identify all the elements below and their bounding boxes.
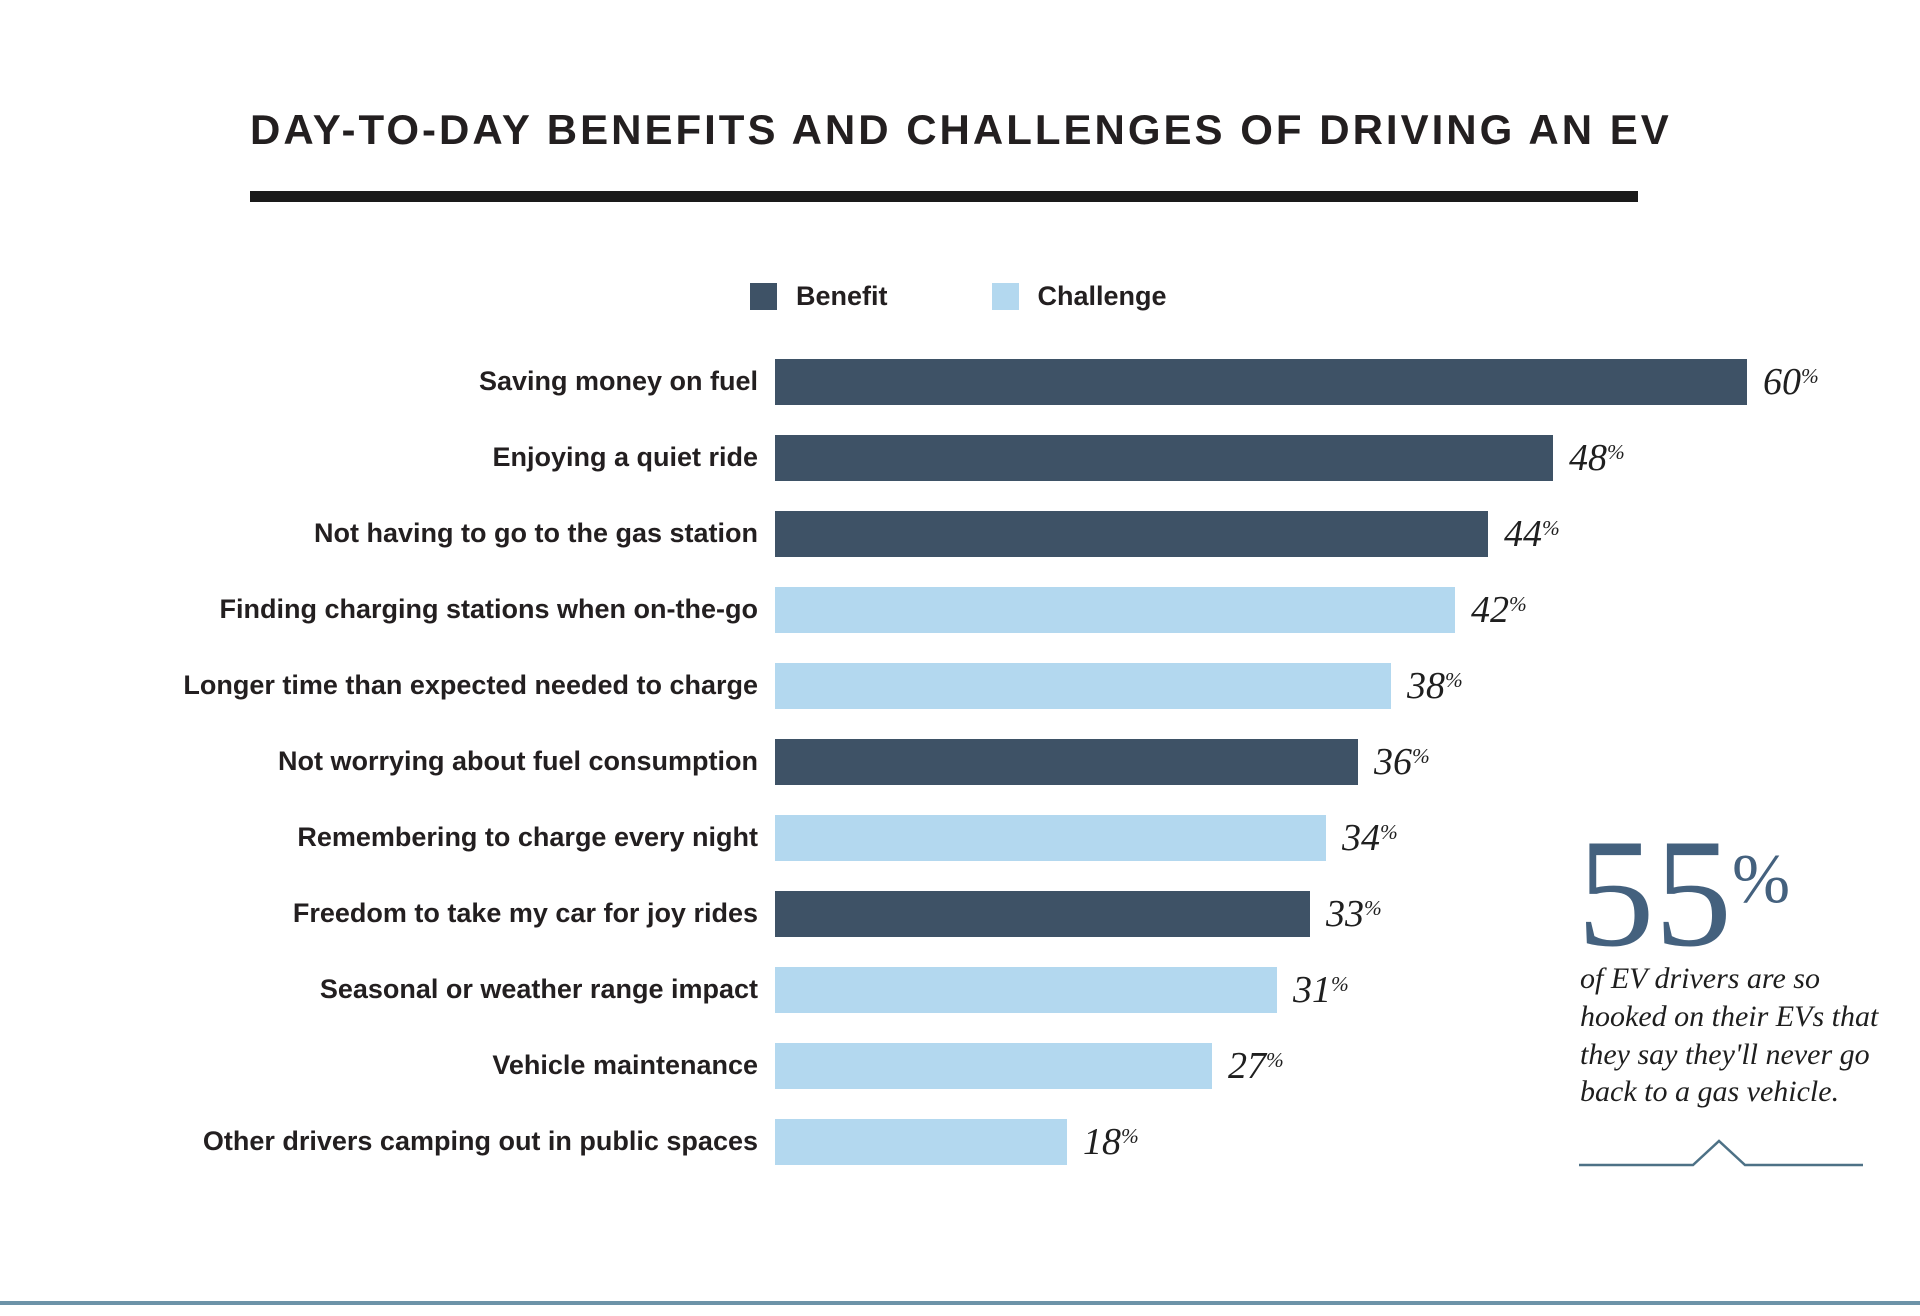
value-label: 27% [1228, 1044, 1284, 1088]
legend-label: Challenge [1037, 281, 1167, 311]
value-label: 36% [1374, 740, 1430, 784]
legend-item: Benefit [750, 281, 888, 312]
bar-chart: Saving money on fuel 60% Enjoying a quie… [130, 344, 1819, 1180]
bar-benefit [775, 435, 1553, 481]
value-percent-sign: % [1266, 1047, 1284, 1072]
bar-challenge [775, 587, 1455, 633]
value-number: 18 [1083, 1121, 1121, 1163]
category-label: Seasonal or weather range impact [319, 974, 758, 1005]
bar-challenge [775, 967, 1277, 1013]
chart-legend: Benefit Challenge [750, 281, 1167, 312]
chart-row: Saving money on fuel 60% [130, 344, 1819, 420]
legend-item: Challenge [991, 281, 1167, 312]
value-label: 34% [1342, 816, 1398, 860]
category-label: Freedom to take my car for joy rides [292, 898, 758, 929]
value-percent-sign: % [1607, 439, 1625, 464]
chart-row: Longer time than expected needed to char… [130, 648, 1819, 724]
value-label: 31% [1293, 968, 1349, 1012]
value-percent-sign: % [1801, 363, 1819, 388]
legend-swatch-icon [991, 283, 1019, 310]
value-percent-sign: % [1121, 1123, 1139, 1148]
category-label: Vehicle maintenance [492, 1050, 758, 1081]
value-number: 44 [1504, 513, 1542, 555]
category-label: Not worrying about fuel consumption [278, 746, 758, 777]
footer-divider [0, 1301, 1920, 1305]
value-number: 31 [1293, 969, 1331, 1011]
category-label: Remembering to charge every night [297, 822, 758, 853]
value-number: 34 [1342, 817, 1380, 859]
chart-row: Other drivers camping out in public spac… [130, 1104, 1819, 1180]
caret-divider-line [1579, 1139, 1863, 1167]
page-title: DAY-TO-DAY BENEFITS AND CHALLENGES OF DR… [250, 106, 1672, 153]
caret-polyline [1579, 1139, 1863, 1167]
callout-number-value: 55 [1577, 807, 1732, 979]
title-underline [250, 191, 1638, 202]
legend-swatch-icon [750, 283, 777, 310]
value-label: 38% [1407, 664, 1463, 708]
chart-row: Enjoying a quiet ride 48% [130, 420, 1819, 496]
category-label: Enjoying a quiet ride [492, 442, 758, 473]
callout-percent-sign: % [1732, 840, 1791, 918]
chart-row: Vehicle maintenance 27% [130, 1028, 1819, 1104]
value-number: 33 [1326, 893, 1364, 935]
bar-benefit [775, 739, 1358, 785]
value-percent-sign: % [1445, 667, 1463, 692]
chart-row: Not having to go to the gas station 44% [130, 496, 1819, 572]
bar-challenge [775, 1043, 1212, 1089]
value-percent-sign: % [1509, 591, 1527, 616]
chart-row: Not worrying about fuel consumption 36% [130, 724, 1819, 800]
bar-challenge [775, 815, 1326, 861]
value-percent-sign: % [1331, 971, 1349, 996]
category-label: Finding charging stations when on-the-go [219, 594, 758, 625]
value-label: 33% [1326, 892, 1382, 936]
value-label: 44% [1504, 512, 1560, 556]
value-number: 27 [1228, 1045, 1266, 1087]
chart-row: Remembering to charge every night 34% [130, 800, 1819, 876]
bar-benefit [775, 511, 1488, 557]
category-label: Other drivers camping out in public spac… [202, 1126, 758, 1157]
chart-row: Freedom to take my car for joy rides 33% [130, 876, 1819, 952]
value-label: 18% [1083, 1120, 1139, 1164]
bar-challenge [775, 1119, 1067, 1165]
value-number: 38 [1407, 665, 1445, 707]
bar-challenge [775, 663, 1391, 709]
value-label: 48% [1569, 436, 1625, 480]
value-number: 42 [1471, 589, 1509, 631]
value-number: 36 [1374, 741, 1412, 783]
value-number: 48 [1569, 437, 1607, 479]
value-label: 60% [1763, 360, 1819, 404]
callout-statistic: 55% [1577, 816, 1790, 971]
legend-label: Benefit [796, 281, 888, 311]
value-percent-sign: % [1412, 743, 1430, 768]
chart-row: Finding charging stations when on-the-go… [130, 572, 1819, 648]
value-percent-sign: % [1380, 819, 1398, 844]
value-label: 42% [1471, 588, 1527, 632]
value-percent-sign: % [1364, 895, 1382, 920]
value-percent-sign: % [1542, 515, 1560, 540]
callout-description: of EV drivers are so hooked on their EVs… [1580, 962, 1879, 1109]
category-label: Not having to go to the gas station [314, 518, 758, 549]
category-label: Saving money on fuel [478, 366, 758, 397]
category-label: Longer time than expected needed to char… [183, 670, 758, 701]
chart-row: Seasonal or weather range impact 31% [130, 952, 1819, 1028]
value-number: 60 [1763, 361, 1801, 403]
bar-benefit [775, 359, 1747, 405]
bar-benefit [775, 891, 1310, 937]
